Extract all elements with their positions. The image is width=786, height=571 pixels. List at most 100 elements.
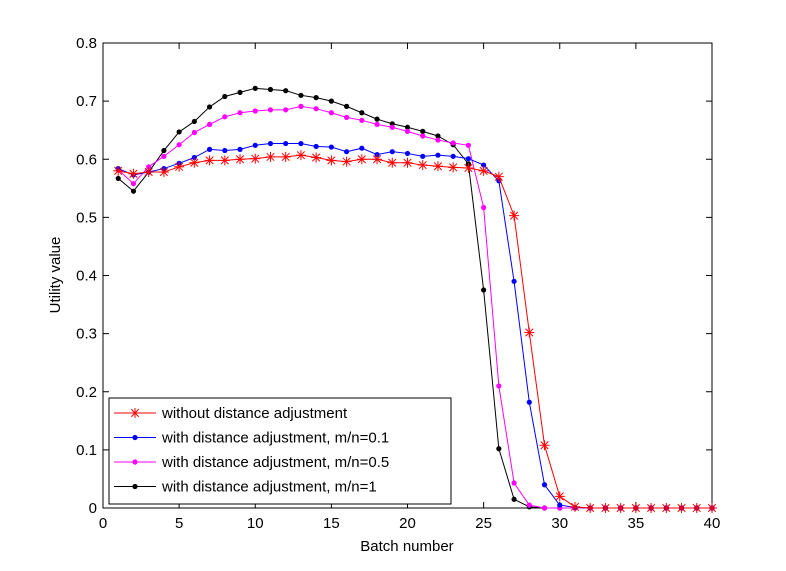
data-point xyxy=(267,86,274,93)
data-point xyxy=(481,162,487,168)
data-point xyxy=(404,150,411,157)
data-point xyxy=(526,502,532,508)
data-point xyxy=(222,93,228,100)
y-tick-label: 0.1 xyxy=(76,442,97,459)
y-tick-label: 0 xyxy=(89,500,97,517)
data-point xyxy=(328,98,334,104)
data-point xyxy=(191,154,197,161)
data-point xyxy=(435,133,441,139)
y-axis-label: Utility value xyxy=(47,237,64,314)
series-0 xyxy=(113,150,717,513)
legend-box xyxy=(108,397,452,505)
data-point xyxy=(646,503,657,513)
data-point xyxy=(204,155,215,166)
data-point xyxy=(252,85,258,91)
data-point xyxy=(420,153,426,159)
legend-item: with distance adjustment, m/n=0.1 xyxy=(114,430,389,447)
data-point xyxy=(389,124,395,130)
y-tick-label: 0.6 xyxy=(76,151,97,168)
data-point xyxy=(661,503,672,513)
data-point xyxy=(496,446,502,452)
data-point xyxy=(191,129,197,136)
data-point xyxy=(435,152,441,158)
data-point xyxy=(237,89,243,96)
data-point xyxy=(206,121,213,127)
data-point xyxy=(283,88,289,94)
data-point xyxy=(359,117,365,123)
x-tick-label: 40 xyxy=(704,515,721,532)
data-point xyxy=(557,502,563,508)
data-point xyxy=(496,383,502,389)
data-point xyxy=(174,161,185,172)
data-point xyxy=(435,137,441,143)
data-point xyxy=(176,142,182,148)
data-point xyxy=(265,151,276,162)
data-point xyxy=(481,204,487,211)
legend-marker xyxy=(132,434,138,441)
data-point xyxy=(206,146,213,152)
x-axis: 0 5 10 15 20 25 30 35 40 xyxy=(99,43,721,532)
data-point xyxy=(481,287,487,293)
x-tick-label: 5 xyxy=(175,515,183,532)
data-point xyxy=(465,156,471,162)
data-point xyxy=(615,503,626,513)
series-layer xyxy=(113,85,717,513)
data-point xyxy=(465,142,471,148)
data-point xyxy=(541,482,548,488)
data-point xyxy=(237,146,243,152)
x-tick-label: 20 xyxy=(399,515,416,532)
legend-marker xyxy=(130,408,140,418)
data-point xyxy=(372,154,383,165)
data-point xyxy=(509,210,520,221)
data-point xyxy=(402,157,413,168)
data-point xyxy=(143,167,154,178)
data-point xyxy=(252,108,258,114)
data-point xyxy=(222,114,228,120)
data-point xyxy=(252,142,258,148)
data-point xyxy=(283,107,289,113)
data-point xyxy=(328,110,334,116)
data-point xyxy=(191,118,197,125)
x-tick-label: 30 xyxy=(551,515,568,532)
data-point xyxy=(267,140,274,147)
legend-label: with distance adjustment, m/n=1 xyxy=(161,479,377,496)
data-point xyxy=(389,149,395,155)
data-point xyxy=(130,181,137,187)
data-point xyxy=(539,440,550,451)
data-point xyxy=(374,116,380,122)
data-point xyxy=(448,162,459,173)
data-point xyxy=(511,496,517,502)
data-point xyxy=(161,153,167,159)
data-point xyxy=(128,168,139,179)
x-tick-label: 10 xyxy=(247,515,264,532)
data-point xyxy=(569,501,580,512)
data-point xyxy=(630,503,641,513)
data-point xyxy=(328,144,334,150)
data-point xyxy=(311,152,322,163)
data-point xyxy=(541,505,548,511)
data-point xyxy=(356,154,367,165)
x-tick-label: 35 xyxy=(628,515,645,532)
data-point xyxy=(267,107,274,113)
data-point xyxy=(295,150,306,161)
legend-label: with distance adjustment, m/n=0.1 xyxy=(161,430,389,447)
y-tick-label: 0.2 xyxy=(76,384,97,401)
data-point xyxy=(298,92,304,98)
data-point xyxy=(585,503,596,513)
y-tick-label: 0.5 xyxy=(76,209,97,226)
legend-marker xyxy=(132,459,138,465)
data-point xyxy=(189,157,200,168)
data-point xyxy=(176,129,182,135)
data-point xyxy=(600,503,611,513)
data-point xyxy=(420,128,426,134)
legend-item: with distance adjustment, m/n=0.5 xyxy=(114,454,389,471)
data-point xyxy=(298,140,304,147)
data-point xyxy=(341,156,352,167)
data-point xyxy=(344,149,350,155)
data-point xyxy=(237,110,243,116)
data-point xyxy=(344,114,350,120)
data-point xyxy=(158,167,169,178)
legend-item: without distance adjustment xyxy=(114,405,348,422)
data-point xyxy=(524,327,535,338)
